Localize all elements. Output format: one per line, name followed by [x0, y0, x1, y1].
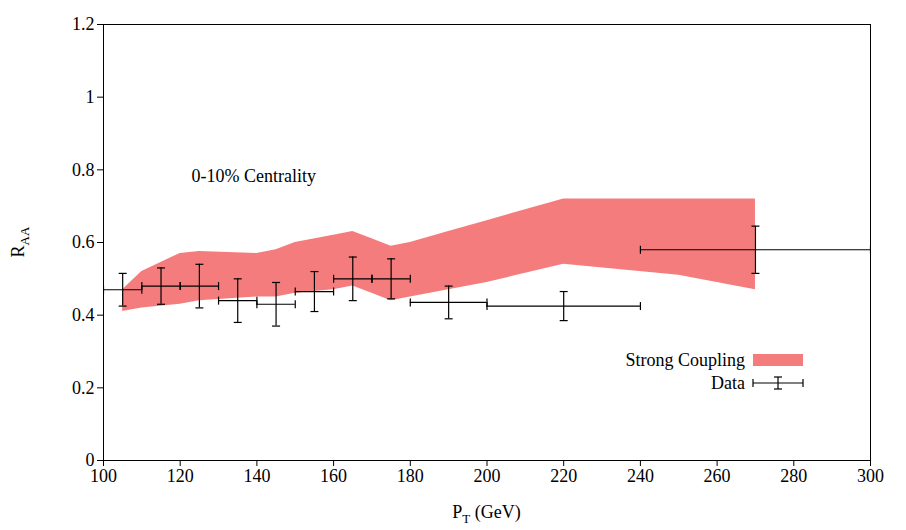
svg-text:0.4: 0.4: [72, 305, 95, 325]
svg-text:0.6: 0.6: [72, 232, 95, 252]
svg-text:180: 180: [397, 466, 424, 486]
svg-text:0-10% Centrality: 0-10% Centrality: [192, 166, 316, 186]
svg-text:300: 300: [857, 466, 884, 486]
svg-text:1.2: 1.2: [72, 14, 95, 34]
svg-text:200: 200: [474, 466, 501, 486]
svg-text:160: 160: [320, 466, 347, 486]
svg-text:Data: Data: [711, 373, 745, 393]
svg-text:PT (GeV): PT (GeV): [452, 502, 520, 526]
svg-text:240: 240: [627, 466, 654, 486]
svg-text:120: 120: [167, 466, 194, 486]
svg-text:0.8: 0.8: [72, 160, 95, 180]
svg-text:1: 1: [86, 87, 95, 107]
svg-text:260: 260: [704, 466, 731, 486]
svg-text:280: 280: [780, 466, 807, 486]
svg-text:Strong Coupling: Strong Coupling: [625, 350, 745, 370]
svg-text:220: 220: [550, 466, 577, 486]
svg-text:RAA: RAA: [8, 226, 32, 257]
svg-text:100: 100: [90, 466, 117, 486]
svg-text:0.2: 0.2: [72, 378, 95, 398]
svg-text:0: 0: [85, 450, 95, 471]
svg-text:140: 140: [243, 466, 270, 486]
